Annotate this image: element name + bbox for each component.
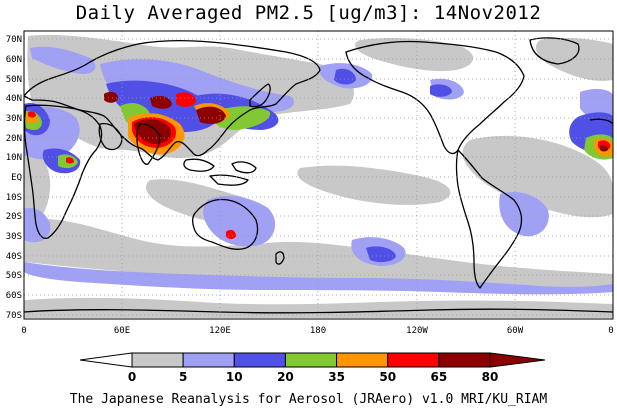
colorbar-tick-label: 35 bbox=[328, 370, 345, 384]
coastlines bbox=[24, 37, 613, 314]
lat-label: 40S bbox=[6, 252, 22, 262]
lon-label: 60W bbox=[507, 326, 524, 336]
india-coastline bbox=[136, 123, 161, 165]
colorbar-tick-label: 80 bbox=[482, 370, 499, 384]
lat-label: 60S bbox=[6, 291, 22, 301]
lat-label: 40N bbox=[6, 94, 22, 104]
lon-label: 0 bbox=[21, 326, 26, 336]
colorbar-segment bbox=[182, 352, 235, 368]
longitude-axis: 0 60E 120E 180 120W 60W 0 bbox=[21, 326, 613, 336]
colorbar-tick-label: 65 bbox=[431, 370, 448, 384]
south-america-coastline bbox=[455, 149, 523, 289]
sea-islands-coastline bbox=[183, 158, 215, 172]
eurasia-coastline bbox=[24, 40, 321, 161]
map-frame bbox=[23, 30, 614, 320]
australia-coastline bbox=[192, 198, 259, 250]
colorbar: 0 5 10 20 35 50 65 80 bbox=[79, 352, 546, 384]
graticule bbox=[24, 31, 613, 319]
colorbar-tick-label: 5 bbox=[179, 370, 187, 384]
colorbar-segment bbox=[79, 352, 133, 368]
lat-label: 50N bbox=[6, 75, 22, 85]
lat-label: 60N bbox=[6, 55, 22, 65]
lat-label: 20N bbox=[6, 134, 22, 144]
lon-label: 0 bbox=[608, 326, 613, 336]
lat-label: 50S bbox=[6, 271, 22, 281]
colorbar-segment bbox=[131, 352, 184, 368]
lon-label: 180 bbox=[310, 326, 326, 336]
colorbar-segment bbox=[387, 352, 440, 368]
lat-label: EQ bbox=[11, 173, 22, 183]
lat-label: 70N bbox=[6, 35, 22, 45]
colorbar-tick-label: 50 bbox=[379, 370, 396, 384]
lat-label: 70S bbox=[6, 311, 22, 321]
credit-line: The Japanese Reanalysis for Aerosol (JRA… bbox=[69, 392, 548, 407]
lat-label: 10S bbox=[6, 193, 22, 203]
colorbar-tick-label: 10 bbox=[226, 370, 243, 384]
map-title: Daily Averaged PM2.5 [ug/m3]: 14Nov2012 bbox=[75, 2, 542, 24]
colorbar-tick-label: 20 bbox=[277, 370, 294, 384]
colorbar-segment bbox=[284, 352, 338, 368]
arabia-coastline bbox=[98, 122, 123, 151]
lon-label: 60E bbox=[114, 326, 130, 336]
lon-label: 120E bbox=[209, 326, 231, 336]
colorbar-tick-label: 0 bbox=[128, 370, 136, 384]
lat-label: 30S bbox=[6, 232, 22, 242]
colorbar-segment bbox=[438, 352, 491, 368]
lat-label: 20S bbox=[6, 212, 22, 222]
colorbar-segment bbox=[336, 352, 389, 368]
latitude-axis: 70N 60N 50N 40N 30N 20N 10N EQ 10S 20S 3… bbox=[6, 35, 22, 321]
lat-label: 30N bbox=[6, 114, 22, 124]
antarctica-coastline bbox=[24, 308, 613, 314]
lat-label: 10N bbox=[6, 153, 22, 163]
north-america-coastline bbox=[345, 40, 525, 155]
japan-coastline bbox=[249, 83, 271, 108]
colorbar-segment bbox=[489, 352, 546, 368]
pm-field-extreme bbox=[104, 91, 608, 152]
colorbar-segment bbox=[233, 352, 286, 368]
lon-label: 120W bbox=[406, 326, 428, 336]
africa-coastline bbox=[24, 104, 103, 240]
